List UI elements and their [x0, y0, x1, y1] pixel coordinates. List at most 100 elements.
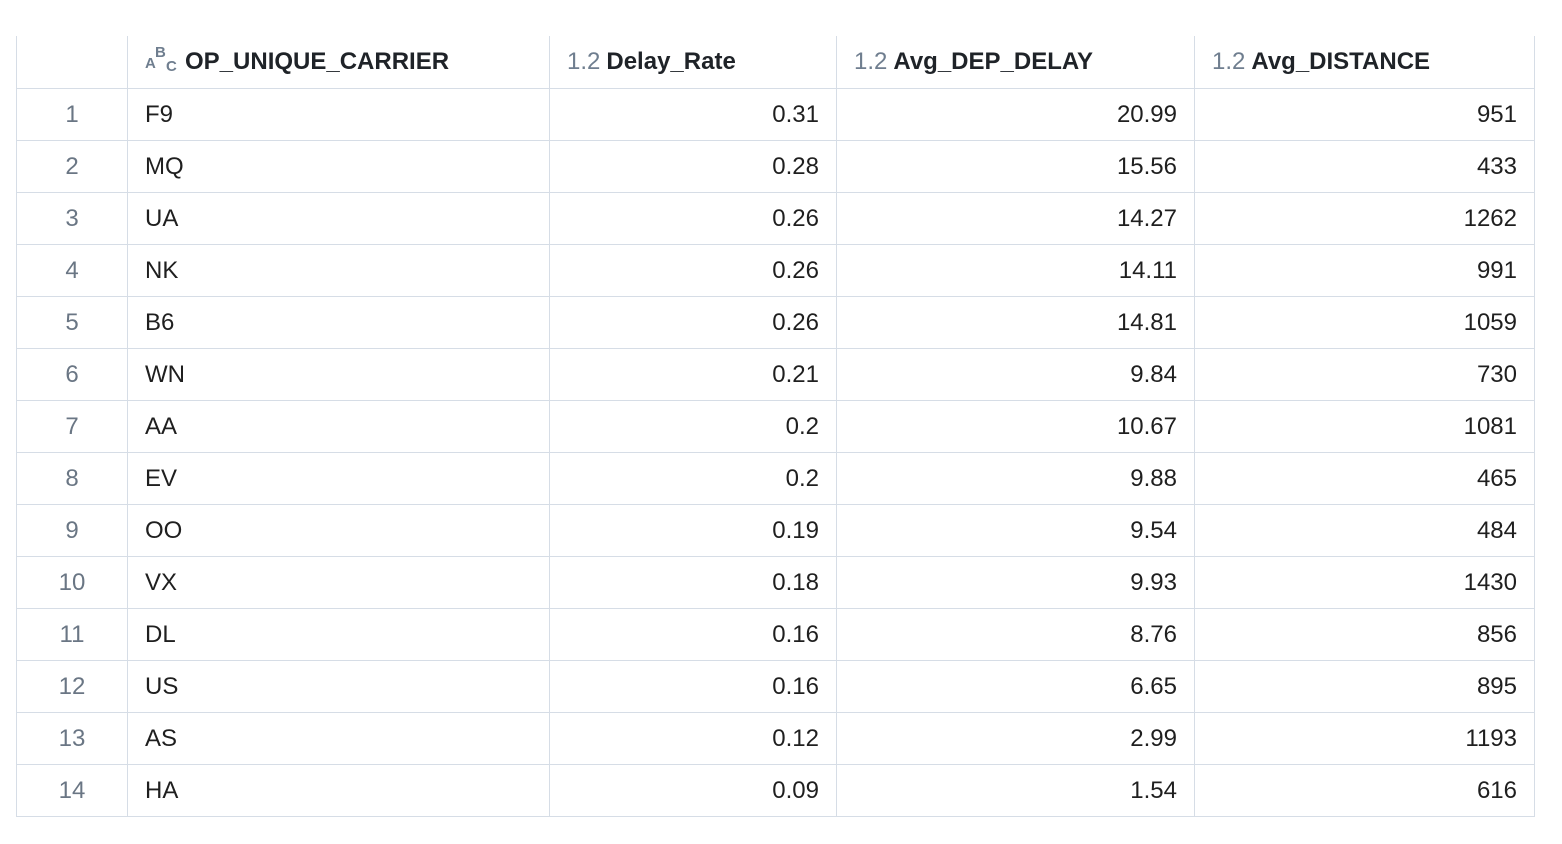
- carrier-cell[interactable]: AS: [127, 712, 550, 765]
- row-index-cell[interactable]: 12: [16, 660, 128, 713]
- row-index-cell[interactable]: 7: [16, 400, 128, 453]
- numeric-type-icon: 1.2: [854, 48, 888, 75]
- carrier-cell[interactable]: F9: [127, 88, 550, 141]
- carrier-cell[interactable]: AA: [127, 400, 550, 453]
- row-index-cell[interactable]: 6: [16, 348, 128, 401]
- carrier-cell[interactable]: B6: [127, 296, 550, 349]
- column-header-avg-dep-delay[interactable]: 1.2 Avg_DEP_DELAY: [836, 36, 1195, 89]
- table-row[interactable]: 1 F9 0.31 20.99 951: [16, 88, 1535, 141]
- table-row[interactable]: 11 DL 0.16 8.76 856: [16, 608, 1535, 661]
- avg-distance-cell[interactable]: 1059: [1194, 296, 1535, 349]
- row-index-cell[interactable]: 3: [16, 192, 128, 245]
- avg-dep-delay-cell[interactable]: 9.84: [836, 348, 1195, 401]
- delay-rate-cell[interactable]: 0.2: [549, 452, 837, 505]
- avg-dep-delay-cell[interactable]: 14.11: [836, 244, 1195, 297]
- delay-rate-cell[interactable]: 0.21: [549, 348, 837, 401]
- avg-distance-cell[interactable]: 1262: [1194, 192, 1535, 245]
- table-row[interactable]: 9 OO 0.19 9.54 484: [16, 504, 1535, 557]
- avg-distance-cell[interactable]: 1193: [1194, 712, 1535, 765]
- row-index-cell[interactable]: 1: [16, 88, 128, 141]
- avg-distance-cell[interactable]: 1430: [1194, 556, 1535, 609]
- table-row[interactable]: 4 NK 0.26 14.11 991: [16, 244, 1535, 297]
- avg-dep-delay-cell[interactable]: 10.67: [836, 400, 1195, 453]
- delay-rate-cell[interactable]: 0.26: [549, 296, 837, 349]
- table-row[interactable]: 10 VX 0.18 9.93 1430: [16, 556, 1535, 609]
- avg-distance-cell[interactable]: 616: [1194, 764, 1535, 817]
- table-row[interactable]: 2 MQ 0.28 15.56 433: [16, 140, 1535, 193]
- row-index-cell[interactable]: 8: [16, 452, 128, 505]
- carrier-cell[interactable]: HA: [127, 764, 550, 817]
- results-grid: A B C OP_UNIQUE_CARRIER 1.2 Delay_Rate 1.2 Av…: [16, 36, 1535, 817]
- delay-rate-cell[interactable]: 0.09: [549, 764, 837, 817]
- avg-dep-delay-cell[interactable]: 14.81: [836, 296, 1195, 349]
- delay-rate-cell[interactable]: 0.18: [549, 556, 837, 609]
- avg-dep-delay-cell[interactable]: 14.27: [836, 192, 1195, 245]
- delay-rate-cell[interactable]: 0.12: [549, 712, 837, 765]
- avg-distance-cell[interactable]: 465: [1194, 452, 1535, 505]
- table-row[interactable]: 8 EV 0.2 9.88 465: [16, 452, 1535, 505]
- column-header-label: Avg_DISTANCE: [1251, 48, 1431, 75]
- delay-rate-cell[interactable]: 0.31: [549, 88, 837, 141]
- avg-distance-cell[interactable]: 951: [1194, 88, 1535, 141]
- avg-distance-cell[interactable]: 1081: [1194, 400, 1535, 453]
- delay-rate-cell[interactable]: 0.26: [549, 192, 837, 245]
- column-header-label: Delay_Rate: [606, 48, 736, 75]
- table-row[interactable]: 12 US 0.16 6.65 895: [16, 660, 1535, 713]
- delay-rate-cell[interactable]: 0.28: [549, 140, 837, 193]
- carrier-cell[interactable]: EV: [127, 452, 550, 505]
- carrier-cell[interactable]: UA: [127, 192, 550, 245]
- delay-rate-cell[interactable]: 0.26: [549, 244, 837, 297]
- carrier-cell[interactable]: DL: [127, 608, 550, 661]
- row-index-cell[interactable]: 14: [16, 764, 128, 817]
- row-index-header: [16, 36, 128, 89]
- avg-dep-delay-cell[interactable]: 6.65: [836, 660, 1195, 713]
- row-index-cell[interactable]: 10: [16, 556, 128, 609]
- column-header-avg-distance[interactable]: 1.2 Avg_DISTANCE: [1194, 36, 1535, 89]
- table-row[interactable]: 3 UA 0.26 14.27 1262: [16, 192, 1535, 245]
- avg-distance-cell[interactable]: 433: [1194, 140, 1535, 193]
- avg-dep-delay-cell[interactable]: 9.93: [836, 556, 1195, 609]
- carrier-cell[interactable]: WN: [127, 348, 550, 401]
- row-index-cell[interactable]: 13: [16, 712, 128, 765]
- avg-distance-cell[interactable]: 730: [1194, 348, 1535, 401]
- carrier-cell[interactable]: MQ: [127, 140, 550, 193]
- numeric-type-icon: 1.2: [1212, 48, 1246, 75]
- avg-distance-cell[interactable]: 856: [1194, 608, 1535, 661]
- avg-dep-delay-cell[interactable]: 1.54: [836, 764, 1195, 817]
- table-row[interactable]: 7 AA 0.2 10.67 1081: [16, 400, 1535, 453]
- avg-distance-cell[interactable]: 895: [1194, 660, 1535, 713]
- avg-dep-delay-cell[interactable]: 2.99: [836, 712, 1195, 765]
- delay-rate-cell[interactable]: 0.16: [549, 660, 837, 713]
- table-row[interactable]: 5 B6 0.26 14.81 1059: [16, 296, 1535, 349]
- avg-dep-delay-cell[interactable]: 8.76: [836, 608, 1195, 661]
- row-index-cell[interactable]: 2: [16, 140, 128, 193]
- column-header-delay-rate[interactable]: 1.2 Delay_Rate: [549, 36, 837, 89]
- carrier-cell[interactable]: OO: [127, 504, 550, 557]
- carrier-cell[interactable]: VX: [127, 556, 550, 609]
- avg-dep-delay-cell[interactable]: 20.99: [836, 88, 1195, 141]
- table-body: 1 F9 0.31 20.99 951 2 MQ 0.28 15.56 433 3 UA 0.26 14.…: [16, 88, 1535, 817]
- row-index-cell[interactable]: 4: [16, 244, 128, 297]
- row-index-cell[interactable]: 5: [16, 296, 128, 349]
- row-index-cell[interactable]: 9: [16, 504, 128, 557]
- delay-rate-cell[interactable]: 0.19: [549, 504, 837, 557]
- avg-distance-cell[interactable]: 991: [1194, 244, 1535, 297]
- avg-dep-delay-cell[interactable]: 9.54: [836, 504, 1195, 557]
- numeric-type-icon: 1.2: [567, 48, 601, 75]
- carrier-cell[interactable]: NK: [127, 244, 550, 297]
- table-row[interactable]: 13 AS 0.12 2.99 1193: [16, 712, 1535, 765]
- avg-dep-delay-cell[interactable]: 9.88: [836, 452, 1195, 505]
- table-row[interactable]: 14 HA 0.09 1.54 616: [16, 764, 1535, 817]
- column-header-label: Avg_DEP_DELAY: [893, 48, 1094, 75]
- table-row[interactable]: 6 WN 0.21 9.84 730: [16, 348, 1535, 401]
- row-index-cell[interactable]: 11: [16, 608, 128, 661]
- delay-rate-cell[interactable]: 0.2: [549, 400, 837, 453]
- delay-rate-cell[interactable]: 0.16: [549, 608, 837, 661]
- column-header-op-unique-carrier[interactable]: A B C OP_UNIQUE_CARRIER: [127, 36, 550, 89]
- avg-distance-cell[interactable]: 484: [1194, 504, 1535, 557]
- carrier-cell[interactable]: US: [127, 660, 550, 713]
- column-header-label: OP_UNIQUE_CARRIER: [185, 48, 450, 75]
- header-row: A B C OP_UNIQUE_CARRIER 1.2 Delay_Rate 1.2 Av…: [16, 36, 1535, 89]
- avg-dep-delay-cell[interactable]: 15.56: [836, 140, 1195, 193]
